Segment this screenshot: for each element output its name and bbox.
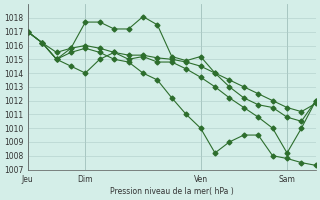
X-axis label: Pression niveau de la mer( hPa ): Pression niveau de la mer( hPa ) [110, 187, 234, 196]
